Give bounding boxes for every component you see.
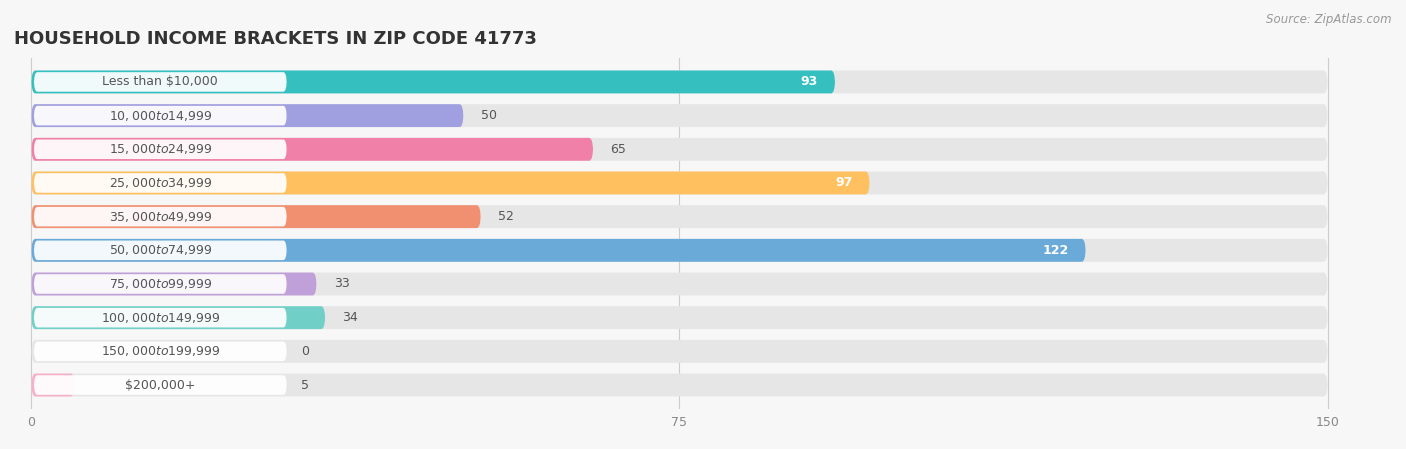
Text: $200,000+: $200,000+ xyxy=(125,379,195,392)
Text: $100,000 to $149,999: $100,000 to $149,999 xyxy=(101,311,219,325)
Text: 33: 33 xyxy=(333,277,350,291)
Text: $35,000 to $49,999: $35,000 to $49,999 xyxy=(108,210,212,224)
FancyBboxPatch shape xyxy=(31,70,835,93)
Text: $50,000 to $74,999: $50,000 to $74,999 xyxy=(108,243,212,257)
Text: 52: 52 xyxy=(498,210,513,223)
FancyBboxPatch shape xyxy=(31,172,870,194)
FancyBboxPatch shape xyxy=(31,273,316,295)
Text: 50: 50 xyxy=(481,109,496,122)
Text: $75,000 to $99,999: $75,000 to $99,999 xyxy=(108,277,212,291)
Text: 97: 97 xyxy=(835,176,852,189)
FancyBboxPatch shape xyxy=(31,70,1327,93)
FancyBboxPatch shape xyxy=(31,138,1327,161)
FancyBboxPatch shape xyxy=(34,140,287,159)
FancyBboxPatch shape xyxy=(34,207,287,226)
Text: 122: 122 xyxy=(1042,244,1069,257)
FancyBboxPatch shape xyxy=(31,306,1327,329)
FancyBboxPatch shape xyxy=(31,104,1327,127)
Text: 5: 5 xyxy=(301,379,309,392)
FancyBboxPatch shape xyxy=(34,308,287,327)
Text: 34: 34 xyxy=(343,311,359,324)
Text: HOUSEHOLD INCOME BRACKETS IN ZIP CODE 41773: HOUSEHOLD INCOME BRACKETS IN ZIP CODE 41… xyxy=(14,31,537,48)
FancyBboxPatch shape xyxy=(31,340,1327,363)
Text: Less than $10,000: Less than $10,000 xyxy=(103,75,218,88)
FancyBboxPatch shape xyxy=(34,342,287,361)
FancyBboxPatch shape xyxy=(31,306,325,329)
FancyBboxPatch shape xyxy=(34,241,287,260)
Text: $15,000 to $24,999: $15,000 to $24,999 xyxy=(108,142,212,156)
Text: $10,000 to $14,999: $10,000 to $14,999 xyxy=(108,109,212,123)
FancyBboxPatch shape xyxy=(31,374,1327,396)
FancyBboxPatch shape xyxy=(34,173,287,193)
FancyBboxPatch shape xyxy=(34,375,287,395)
Text: $25,000 to $34,999: $25,000 to $34,999 xyxy=(108,176,212,190)
Text: 93: 93 xyxy=(800,75,818,88)
FancyBboxPatch shape xyxy=(31,239,1327,262)
FancyBboxPatch shape xyxy=(34,274,287,294)
FancyBboxPatch shape xyxy=(31,138,593,161)
Text: 0: 0 xyxy=(301,345,309,358)
FancyBboxPatch shape xyxy=(31,239,1085,262)
FancyBboxPatch shape xyxy=(34,72,287,92)
Text: 65: 65 xyxy=(610,143,626,156)
FancyBboxPatch shape xyxy=(31,374,75,396)
FancyBboxPatch shape xyxy=(31,104,464,127)
Text: Source: ZipAtlas.com: Source: ZipAtlas.com xyxy=(1267,13,1392,26)
FancyBboxPatch shape xyxy=(31,273,1327,295)
FancyBboxPatch shape xyxy=(31,172,1327,194)
FancyBboxPatch shape xyxy=(31,205,481,228)
FancyBboxPatch shape xyxy=(34,106,287,125)
FancyBboxPatch shape xyxy=(31,205,1327,228)
Text: $150,000 to $199,999: $150,000 to $199,999 xyxy=(101,344,219,358)
